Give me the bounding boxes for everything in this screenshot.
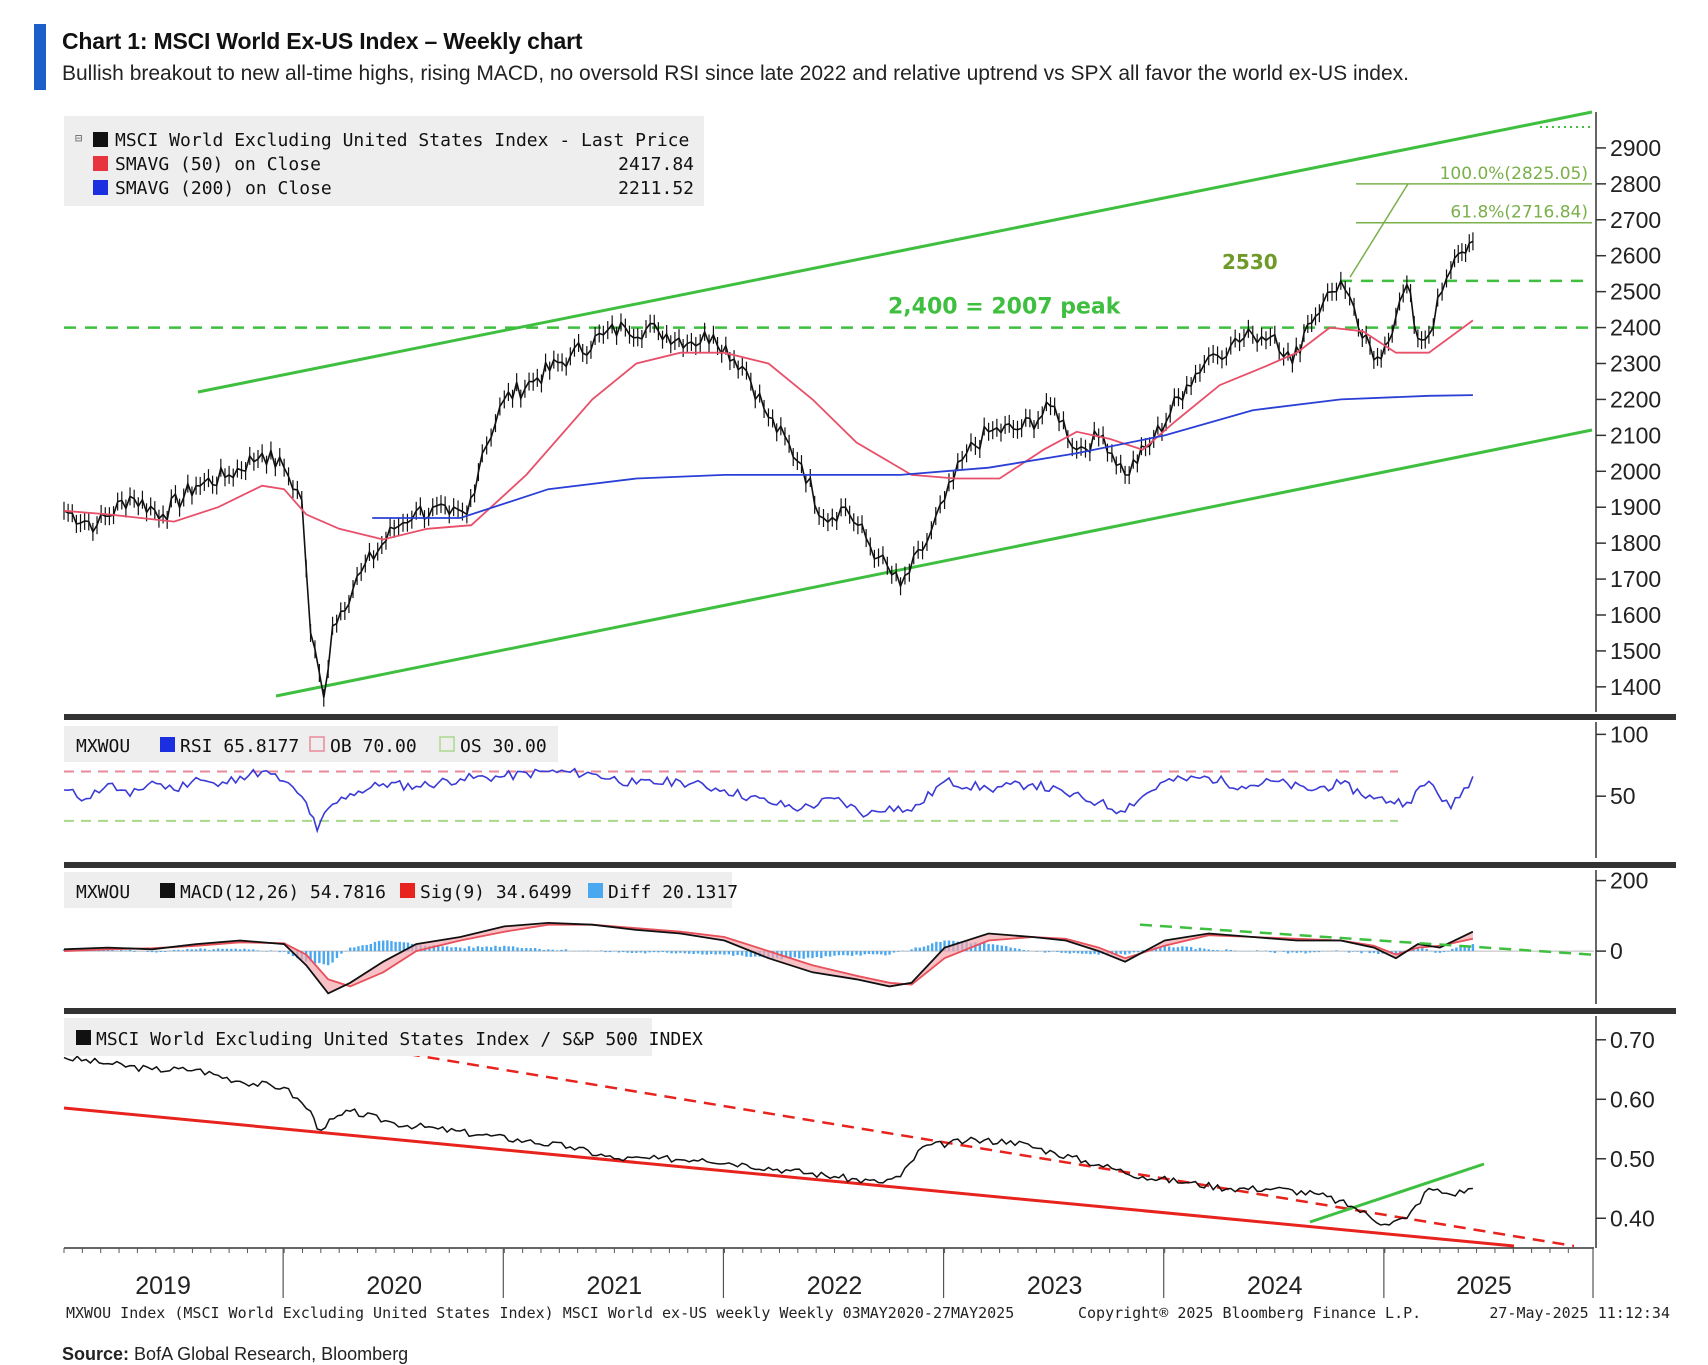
rsi-panel: MXWOU RSI 65.8177 OB 70.00 OS 30.00 50 100 <box>63 721 1648 858</box>
legend-swatch <box>76 1030 91 1045</box>
x-year-label: 2021 <box>587 1272 643 1300</box>
annotation-fib-618: 61.8%(2716.84) <box>1450 203 1588 223</box>
y-tick-label: 0.40 <box>1610 1205 1655 1231</box>
legend-label: Diff 20.1317 <box>608 882 738 903</box>
y-tick-label: 0.50 <box>1610 1146 1655 1172</box>
x-year-label: 2022 <box>807 1272 863 1300</box>
ratio-line <box>63 1055 1473 1226</box>
source-label: Source: <box>62 1344 130 1364</box>
legend-swatch <box>400 883 415 898</box>
legend-label: Sig(9) 34.6499 <box>420 882 572 903</box>
legend-value: 2211.52 <box>618 178 694 199</box>
sma50-line <box>63 319 1474 541</box>
annotation-2530: 2530 <box>1222 250 1278 274</box>
y-tick-label: 2200 <box>1610 386 1661 412</box>
y-tick-label: 1400 <box>1610 674 1661 700</box>
legend-label: MSCI World Excluding United States Index… <box>96 1029 703 1050</box>
legend-collapse-icon: ⊟ <box>75 131 82 145</box>
y-tick-label: 2800 <box>1610 171 1661 197</box>
ratio-legend-box <box>64 1018 652 1056</box>
chart-subtitle: Bullish breakout to new all-time highs, … <box>62 62 1409 85</box>
source-text: BofA Global Research, Bloomberg <box>134 1344 409 1364</box>
legend-swatch <box>439 736 455 752</box>
ratio-resistance-line <box>249 1026 1575 1248</box>
copyright-text: Copyright® 2025 Bloomberg Finance L.P. <box>1078 1304 1421 1322</box>
legend-label: RSI 65.8177 <box>180 736 299 757</box>
y-tick-label: 2600 <box>1610 243 1661 269</box>
x-year-label: 2019 <box>135 1272 191 1300</box>
fib-projection-line <box>1349 183 1409 278</box>
ratio-uptrend-line <box>1309 1162 1485 1224</box>
x-year-label: 2025 <box>1456 1272 1512 1300</box>
annotation-2007-peak: 2,400 = 2007 peak <box>888 295 1122 320</box>
annotation-fib-100: 100.0%(2825.05) <box>1440 164 1588 184</box>
y-tick-label: 1500 <box>1610 638 1661 664</box>
lower-channel-line <box>275 428 1593 698</box>
legend-swatch <box>93 132 108 147</box>
macd-legend-box <box>64 872 732 908</box>
ratio-support-line <box>63 1106 1515 1248</box>
y-tick-label: 2300 <box>1610 350 1661 376</box>
title-accent-bar <box>34 24 46 90</box>
timestamp-text: 27-May-2025 11:12:34 <box>1489 1304 1670 1322</box>
macd-panel: MXWOU MACD(12,26) 54.7816 Sig(9) 34.6499 Di… <box>62 868 1648 1004</box>
legend-value: 2417.84 <box>618 154 694 175</box>
macd-signal-line <box>63 923 1474 988</box>
legend-swatch <box>160 883 175 898</box>
y-tick-label: 200 <box>1610 868 1648 894</box>
y-tick-label: 50 <box>1610 783 1636 809</box>
legend-swatch <box>160 737 175 752</box>
legend-label: SMAVG (50) on Close <box>115 154 321 175</box>
x-year-label: 2020 <box>366 1272 422 1300</box>
legend-label: MXWOU <box>76 882 130 903</box>
legend-swatch <box>588 883 603 898</box>
legend-label: SMAVG (200) on Close <box>115 178 332 199</box>
y-tick-label: 100 <box>1610 721 1648 747</box>
legend-label: MSCI World Excluding United States Index… <box>115 130 689 151</box>
y-tick-label: 1900 <box>1610 494 1661 520</box>
y-tick-label: 0 <box>1610 938 1623 964</box>
source-line: Source: BofA Global Research, Bloomberg <box>62 1344 408 1365</box>
legend-label: OS 30.00 <box>460 736 547 757</box>
panel-separator <box>64 714 1676 720</box>
legend-label: OB 70.00 <box>330 736 417 757</box>
panel-separator <box>64 1008 1676 1014</box>
legend-label: MACD(12,26) 54.7816 <box>180 882 386 903</box>
chart-title: Chart 1: MSCI World Ex-US Index – Weekly… <box>62 28 583 54</box>
macd-trend-line <box>1139 923 1593 956</box>
y-tick-label: 2400 <box>1610 315 1661 341</box>
x-year-label: 2023 <box>1027 1272 1083 1300</box>
y-tick-label: 2700 <box>1610 207 1661 233</box>
legend-label: MXWOU <box>76 736 130 757</box>
y-tick-label: 2000 <box>1610 458 1661 484</box>
x-year-label: 2024 <box>1247 1272 1303 1300</box>
y-tick-label: 0.60 <box>1610 1086 1655 1112</box>
bloomberg-footer-line: MXWOU Index (MSCI World Excluding United… <box>66 1304 1014 1322</box>
ratio-panel: MSCI World Excluding United States Index… <box>63 1016 1655 1248</box>
y-tick-label: 1700 <box>1610 566 1661 592</box>
y-tick-label: 2900 <box>1610 135 1661 161</box>
legend-swatch <box>93 156 108 171</box>
panel-separator <box>64 862 1676 868</box>
y-tick-label: 1800 <box>1610 530 1661 556</box>
legend-swatch <box>309 736 325 752</box>
rsi-legend-box <box>64 726 558 762</box>
y-tick-label: 0.70 <box>1610 1027 1655 1053</box>
legend-swatch <box>93 180 108 195</box>
y-tick-label: 2500 <box>1610 279 1661 305</box>
price-panel: 2,400 = 2007 peak 2530 100.0%(2825.05) 61.8… <box>63 110 1676 1014</box>
rsi-line <box>63 767 1474 834</box>
y-tick-label: 1600 <box>1610 602 1661 628</box>
sma200-line <box>372 394 1473 519</box>
macd-line <box>63 921 1474 995</box>
y-tick-label: 2100 <box>1610 422 1661 448</box>
x-axis: 2019 2020 2021 2022 2023 2024 2025 <box>63 1247 1594 1300</box>
price-legend-box <box>64 116 704 206</box>
upper-channel-line <box>197 110 1593 394</box>
